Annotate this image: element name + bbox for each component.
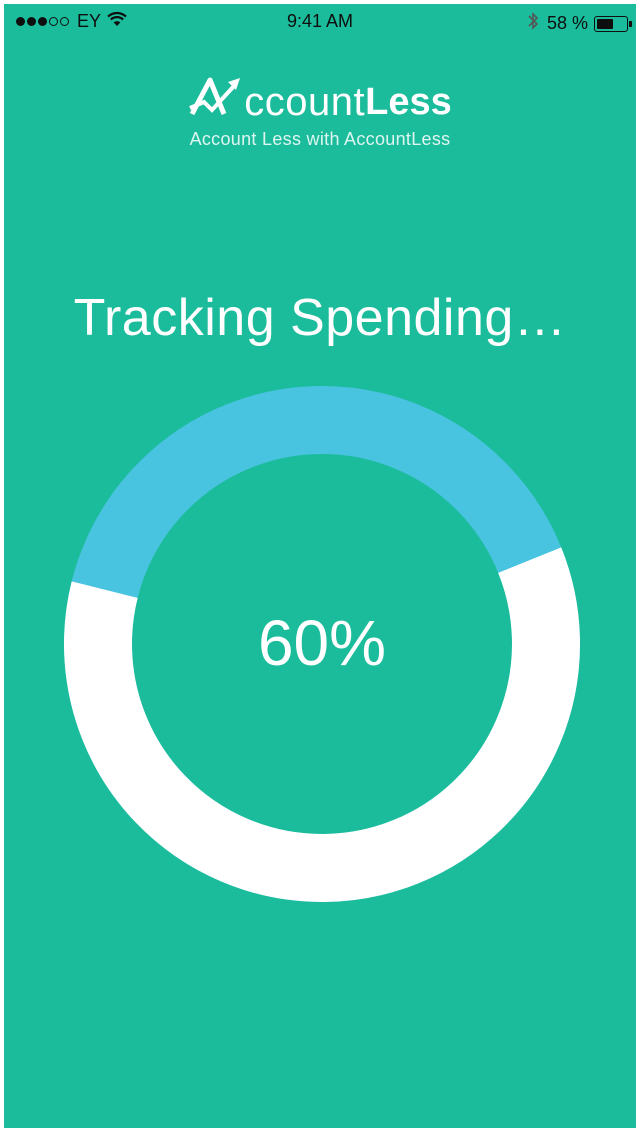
- status-left: EY: [16, 11, 127, 32]
- status-time: 9:41 AM: [286, 11, 354, 31]
- bluetooth-icon: [527, 11, 539, 36]
- battery-percent: 58 %: [546, 13, 588, 33]
- logo-wordmark: ccount Less: [188, 72, 452, 124]
- progress-ring-filled: [64, 386, 580, 902]
- progress-percent-label: 60%: [257, 607, 387, 679]
- signal-dot: [60, 17, 69, 26]
- signal-dot: [27, 17, 36, 26]
- logo-tagline: Account Less with AccountLess: [189, 129, 451, 149]
- app-screen: EY 9:41 AM 58 %: [4, 4, 636, 1128]
- battery-cap: [629, 20, 632, 27]
- progress-ring-graphic: [64, 386, 580, 902]
- app-logo: ccount Less Account Less with AccountLess: [4, 72, 636, 150]
- logo-chart-arrow-icon: [189, 77, 241, 116]
- signal-dot: [38, 17, 47, 26]
- logo-name-light: ccount: [244, 80, 366, 124]
- page-title: Tracking Spending…: [73, 289, 567, 347]
- status-bar: EY 9:41 AM 58 %: [4, 4, 636, 40]
- signal-dot: [16, 17, 25, 26]
- wifi-icon: [107, 11, 127, 32]
- status-right: 58 %: [527, 11, 632, 36]
- logo-name-bold: Less: [365, 81, 452, 123]
- signal-dot: [49, 17, 58, 26]
- signal-dots-icon: [16, 17, 71, 26]
- carrier-label: EY: [77, 11, 102, 31]
- battery-icon: [594, 15, 632, 32]
- battery-fill: [597, 18, 613, 29]
- progress-ring: 60%: [62, 384, 582, 904]
